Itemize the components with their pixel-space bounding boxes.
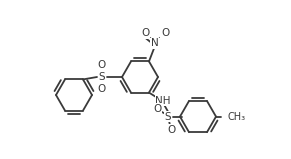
Text: S: S bbox=[165, 112, 171, 122]
Text: O: O bbox=[98, 84, 106, 94]
Text: S: S bbox=[99, 72, 105, 82]
Text: NH: NH bbox=[155, 96, 171, 106]
Text: CH₃: CH₃ bbox=[227, 112, 245, 122]
Text: O: O bbox=[141, 28, 149, 38]
Text: O: O bbox=[161, 28, 169, 38]
Text: O: O bbox=[153, 104, 161, 114]
Text: O: O bbox=[167, 125, 175, 135]
Text: N: N bbox=[151, 38, 159, 48]
Text: O: O bbox=[98, 60, 106, 70]
